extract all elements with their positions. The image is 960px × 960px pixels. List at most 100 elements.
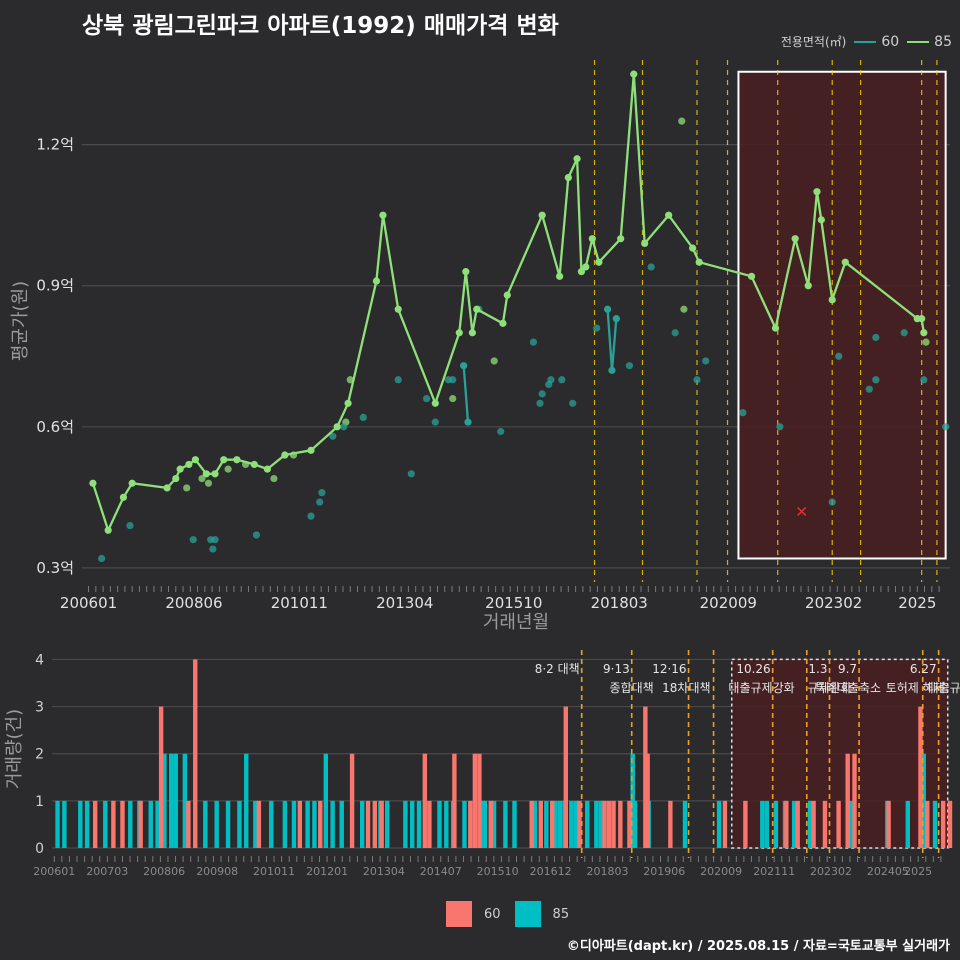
event-label-name-1: 종합대책 <box>610 680 654 695</box>
event-label-name-9: 대출규 <box>928 681 960 695</box>
point-85-13 <box>250 460 258 469</box>
bar-y-axis-title: 거래량(건) <box>4 709 25 789</box>
point-60-extra-40 <box>872 376 880 384</box>
point-85-46 <box>804 282 812 290</box>
bar-60-16 <box>452 753 457 848</box>
point-60-extra-31 <box>671 329 679 337</box>
legend-swatch-85 <box>907 40 930 43</box>
event-label-date-1: 9·13 <box>603 662 630 676</box>
bar-85-32 <box>416 800 422 848</box>
point-60-extra-11 <box>340 423 348 431</box>
event-label-date-4: 10.26 <box>736 662 770 676</box>
bar-60-39 <box>822 800 828 848</box>
point-85-5 <box>172 474 180 483</box>
bar-60-44 <box>918 706 923 848</box>
point-85-extra-5 <box>270 474 278 483</box>
marker-x-0 <box>797 506 807 516</box>
bar-60-33 <box>668 800 673 848</box>
bar-60-36 <box>784 800 789 848</box>
bar-85-12 <box>182 753 188 848</box>
point-85-20 <box>379 211 387 219</box>
bar-85-7 <box>148 800 153 848</box>
bar-60-27 <box>606 800 612 848</box>
bar-85-38 <box>482 800 488 848</box>
bar-60-13 <box>379 800 384 848</box>
bar-85-40 <box>503 800 508 848</box>
bar-85-57 <box>760 800 765 848</box>
bar-60-21 <box>529 800 534 848</box>
bar-60-11 <box>365 800 371 848</box>
bar-x-tick-label-3: 200908 <box>196 865 238 878</box>
point-85-35 <box>588 235 596 243</box>
point-85-37 <box>617 235 625 243</box>
bar-85-27 <box>359 800 365 848</box>
point-85-15 <box>281 451 289 459</box>
bar-85-51 <box>598 800 604 848</box>
point-85-47 <box>813 188 821 196</box>
bar-60-5 <box>186 800 191 848</box>
point-85-44 <box>771 324 780 332</box>
point-85-2 <box>119 493 128 501</box>
point-85-extra-9 <box>449 394 457 403</box>
point-60-extra-12 <box>359 413 367 422</box>
legend-bottom-label-60: 60 <box>484 906 501 922</box>
bar-y-tick-label-3: 3 <box>35 700 44 716</box>
bar-85-50 <box>594 800 599 848</box>
price-chart: 0.3억 0.6억 0.9억 1.2억 200601 200806 201011 201304… <box>10 60 950 633</box>
x-tick-label-0: 200601 <box>60 594 117 612</box>
bar-x-tick-label-0: 200601 <box>33 865 75 878</box>
bar-85-63 <box>848 800 854 848</box>
legend-bottom: 60 85 <box>446 901 583 927</box>
bar-85-49 <box>585 800 590 848</box>
footer-credit: ©디아파트(dapt.kr) / 2025.08.15 / 자료=국토교통부 실… <box>566 939 950 954</box>
x-tick-label-5: 201803 <box>591 594 648 612</box>
bar-60-18 <box>472 753 478 848</box>
bar-y-tick-label-0: 0 <box>35 841 44 857</box>
bar-85-66 <box>921 753 926 848</box>
point-85-extra-2 <box>204 479 213 487</box>
point-85-27 <box>499 319 507 327</box>
bar-85-62 <box>807 800 813 848</box>
bar-85-11 <box>173 753 178 848</box>
point-85-11 <box>220 456 228 464</box>
point-85-24 <box>462 268 470 276</box>
x-tick-label-2: 201011 <box>271 594 328 612</box>
point-60-2 <box>603 305 612 313</box>
volume-chart: 0 1 2 3 4 거래량(건) 8·2 대책 9·13 종합대책 12·16 18차대책 10.26… <box>4 650 960 878</box>
bar-85-13 <box>203 800 208 848</box>
x-tick-label-4: 201510 <box>485 594 542 612</box>
point-85-31 <box>564 173 572 182</box>
bar-85-24 <box>323 753 329 848</box>
bar-x-tick-label-1: 200703 <box>86 865 128 878</box>
bar-85-48 <box>573 800 579 848</box>
point-85-26 <box>473 305 481 313</box>
point-60-extra-38 <box>865 385 873 393</box>
event-label-date-6: 1.3 <box>808 662 827 676</box>
bar-60-30 <box>627 800 632 848</box>
point-85-8 <box>191 456 200 464</box>
event-label-name-4: 대출규제강화 <box>728 681 794 695</box>
bar-60-25 <box>577 800 582 848</box>
bar-60-29 <box>618 800 623 848</box>
bar-85-16 <box>237 800 242 848</box>
point-85-41 <box>689 244 697 252</box>
bar-85-30 <box>403 800 408 848</box>
point-85-34 <box>582 263 590 271</box>
point-85-extra-0 <box>183 484 191 492</box>
bar-85-9 <box>162 753 167 848</box>
bar-85-43 <box>544 800 549 848</box>
point-85-17 <box>333 423 341 431</box>
point-60-extra-15 <box>422 394 431 403</box>
bar-85-20 <box>282 800 288 848</box>
point-60-0 <box>460 362 468 370</box>
bar-85-39 <box>491 800 497 848</box>
point-85-14 <box>263 465 271 473</box>
bar-60-4 <box>158 706 164 848</box>
bar-85-22 <box>305 800 310 848</box>
bar-85-1 <box>62 800 67 848</box>
y-tick-label-1: 0.6억 <box>36 418 74 436</box>
point-60-extra-25 <box>547 376 555 384</box>
bar-85-58 <box>764 800 770 848</box>
point-60-extra-9 <box>318 489 326 497</box>
x-tick-label-6: 202009 <box>700 594 757 612</box>
